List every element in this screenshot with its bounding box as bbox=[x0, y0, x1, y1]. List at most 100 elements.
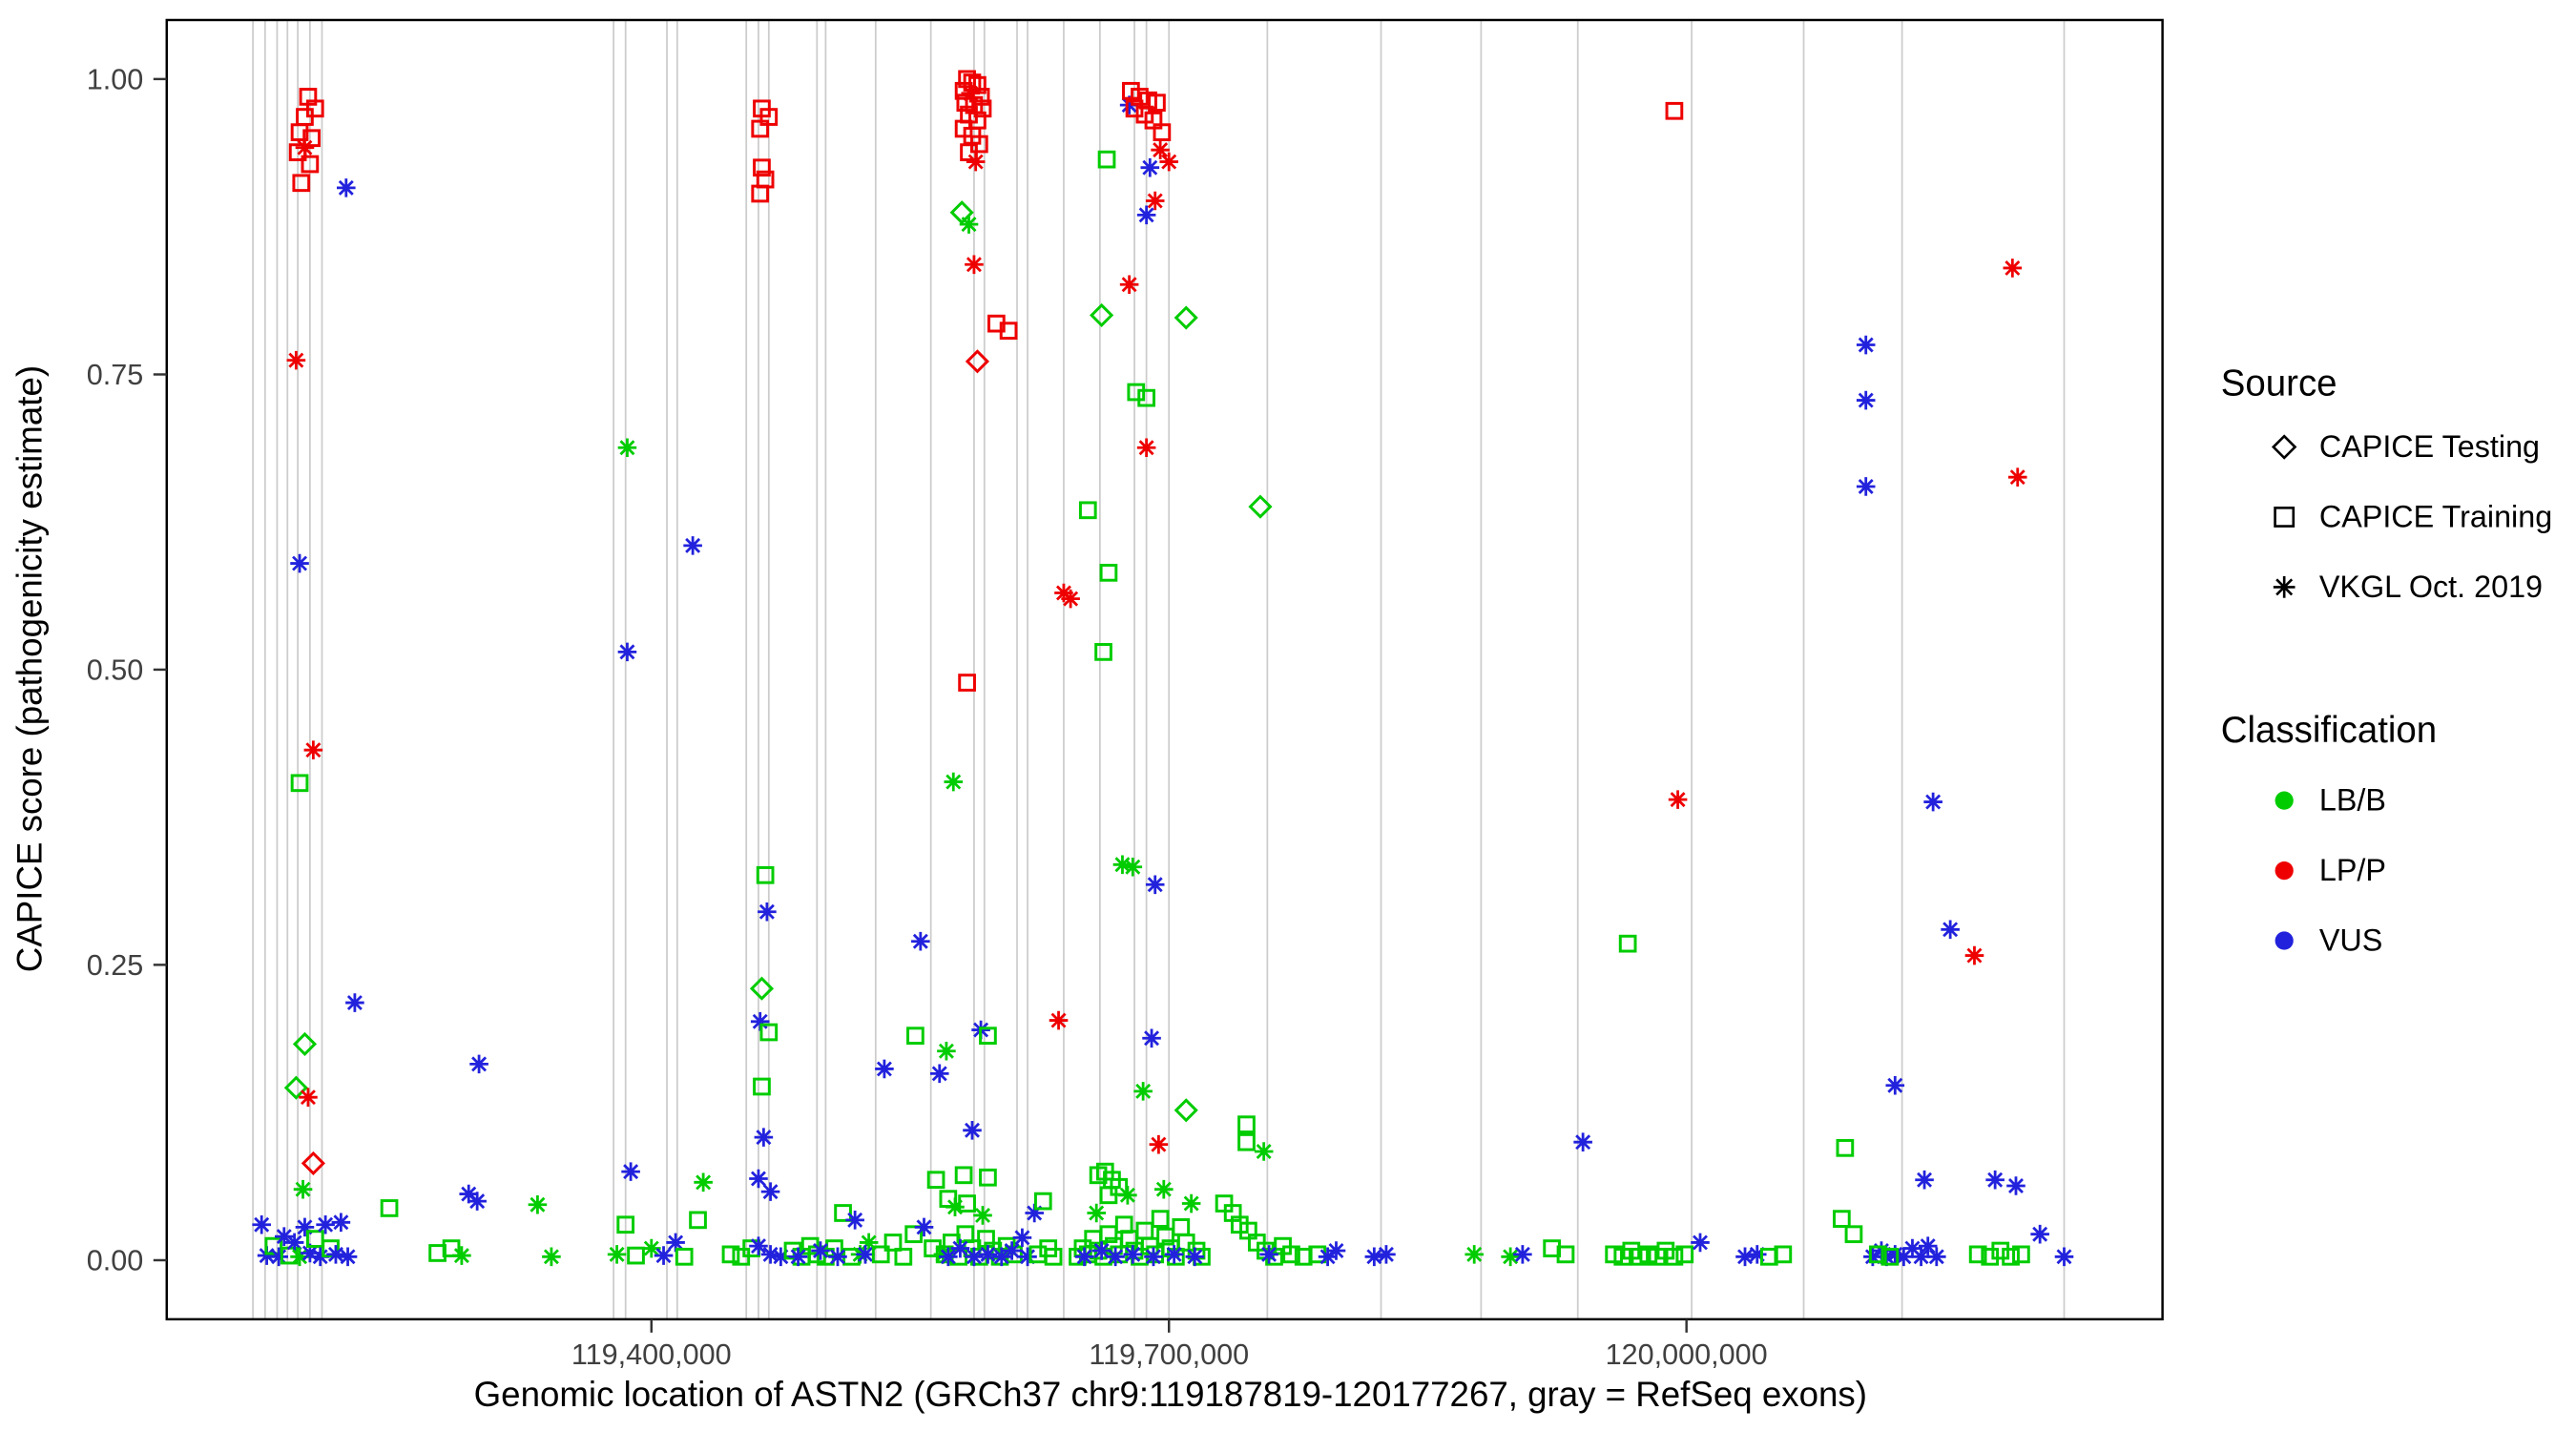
vus-dot-icon bbox=[2275, 931, 2294, 950]
data-point-asterisk bbox=[337, 178, 356, 197]
data-point-asterisk bbox=[1181, 1193, 1201, 1213]
data-point-asterisk bbox=[1513, 1245, 1532, 1264]
data-point-asterisk bbox=[303, 740, 323, 759]
legend-item-lpp: LP/P bbox=[2275, 853, 2386, 887]
legend-item-vkgl: VKGL Oct. 2019 bbox=[2273, 570, 2543, 604]
data-point-square bbox=[999, 321, 1018, 341]
y-tick-label: 1.00 bbox=[87, 63, 144, 95]
data-point-asterisk bbox=[467, 1192, 487, 1211]
data-point-asterisk bbox=[961, 83, 981, 103]
data-point-asterisk bbox=[1691, 1233, 1710, 1253]
data-point-square bbox=[960, 143, 978, 161]
data-point-square bbox=[1033, 1192, 1052, 1211]
data-point-square bbox=[1099, 1225, 1118, 1244]
data-point-asterisk bbox=[1149, 1134, 1169, 1154]
data-point-asterisk bbox=[1119, 275, 1139, 295]
data-point-asterisk bbox=[1087, 1203, 1106, 1223]
data-point-square bbox=[1151, 1210, 1170, 1228]
data-point-diamond bbox=[1248, 494, 1273, 519]
data-point-square bbox=[301, 155, 320, 174]
data-point-asterisk bbox=[617, 438, 637, 458]
legend-item-lbb: LB/B bbox=[2275, 783, 2386, 818]
y-tick-label: 0.25 bbox=[87, 949, 144, 982]
data-point-square bbox=[1880, 1247, 1900, 1266]
data-point-square bbox=[305, 1230, 324, 1248]
data-point-asterisk bbox=[338, 1247, 358, 1267]
data-point-square bbox=[904, 1225, 924, 1244]
data-point-asterisk bbox=[973, 1206, 992, 1225]
legend-source-title: Source bbox=[2221, 363, 2337, 404]
data-point-square bbox=[1005, 1245, 1023, 1264]
data-point-square bbox=[689, 1211, 707, 1230]
data-point-asterisk bbox=[1918, 1236, 1938, 1255]
data-point-asterisk bbox=[666, 1233, 685, 1253]
data-point-asterisk bbox=[1164, 1245, 1184, 1264]
data-point-asterisk bbox=[1856, 477, 1876, 496]
data-point-asterisk bbox=[1136, 438, 1156, 458]
data-point-asterisk bbox=[293, 1179, 313, 1199]
data-point-asterisk bbox=[788, 1247, 808, 1267]
x-tick-label: 119,400,000 bbox=[571, 1338, 732, 1371]
data-point-asterisk bbox=[452, 1246, 471, 1265]
data-point-asterisk bbox=[1668, 790, 1688, 809]
data-point-square bbox=[290, 123, 309, 141]
x-axis-title: Genomic location of ASTN2 (GRCh37 chr9:1… bbox=[474, 1375, 1867, 1414]
data-point-asterisk bbox=[301, 1243, 320, 1263]
data-point-asterisk bbox=[750, 1012, 770, 1031]
legend-item-label: CAPICE Testing bbox=[2319, 429, 2540, 464]
data-point-asterisk bbox=[1049, 1010, 1069, 1030]
data-point-square bbox=[1099, 563, 1118, 582]
legend-item-vus: VUS bbox=[2275, 923, 2382, 958]
data-point-square bbox=[979, 1027, 997, 1046]
data-point-square bbox=[958, 1194, 976, 1213]
data-point-square bbox=[756, 865, 775, 884]
data-point-square bbox=[1172, 1218, 1191, 1236]
data-point-diamond bbox=[749, 976, 775, 1001]
data-point-diamond bbox=[292, 1031, 318, 1056]
data-point-asterisk bbox=[845, 1211, 864, 1230]
data-point-asterisk bbox=[607, 1245, 627, 1264]
data-point-asterisk bbox=[1377, 1245, 1396, 1264]
data-point-asterisk bbox=[2006, 1176, 2025, 1195]
legend-item-label: VUS bbox=[2319, 923, 2382, 957]
data-point-asterisk bbox=[290, 1247, 309, 1267]
data-point-square bbox=[721, 1245, 740, 1264]
data-point-square bbox=[894, 1247, 913, 1266]
data-point-asterisk bbox=[469, 1054, 488, 1074]
data-point-square bbox=[1868, 1245, 1887, 1264]
data-point-square bbox=[751, 184, 770, 203]
data-point-square bbox=[1675, 1245, 1694, 1264]
data-point-square bbox=[1556, 1245, 1575, 1264]
data-points bbox=[252, 70, 2074, 1267]
y-tick-label: 0.50 bbox=[87, 653, 144, 686]
data-point-asterisk bbox=[1863, 1247, 1882, 1267]
data-point-asterisk bbox=[1894, 1247, 1914, 1267]
data-point-asterisk bbox=[1119, 95, 1139, 114]
y-tick-label: 0.75 bbox=[87, 359, 144, 391]
data-point-asterisk bbox=[1123, 1245, 1143, 1264]
data-point-square bbox=[1097, 150, 1116, 169]
data-point-asterisk bbox=[1911, 1247, 1931, 1267]
data-point-asterisk bbox=[1025, 1203, 1044, 1223]
data-point-square bbox=[290, 774, 309, 793]
data-point-square bbox=[759, 1023, 779, 1042]
data-point-square bbox=[1167, 1247, 1185, 1266]
data-point-asterisk bbox=[1123, 857, 1143, 877]
data-point-asterisk bbox=[542, 1247, 561, 1267]
data-point-asterisk bbox=[316, 1214, 335, 1234]
data-point-square bbox=[1078, 501, 1097, 520]
data-point-square bbox=[292, 174, 311, 193]
data-point-asterisk bbox=[290, 553, 309, 573]
data-point-asterisk bbox=[1856, 335, 1876, 355]
data-point-asterisk bbox=[1018, 1247, 1037, 1267]
data-point-asterisk bbox=[621, 1162, 640, 1181]
data-point-asterisk bbox=[654, 1246, 674, 1265]
data-point-square bbox=[979, 1168, 997, 1187]
data-point-asterisk bbox=[978, 1245, 998, 1264]
data-point-square bbox=[675, 1247, 694, 1266]
data-point-square bbox=[958, 674, 976, 692]
data-point-asterisk bbox=[252, 1214, 271, 1234]
data-point-square bbox=[1282, 1245, 1300, 1264]
y-axis-ticks: 0.00 0.25 0.50 0.75 1.00 bbox=[87, 63, 167, 1276]
